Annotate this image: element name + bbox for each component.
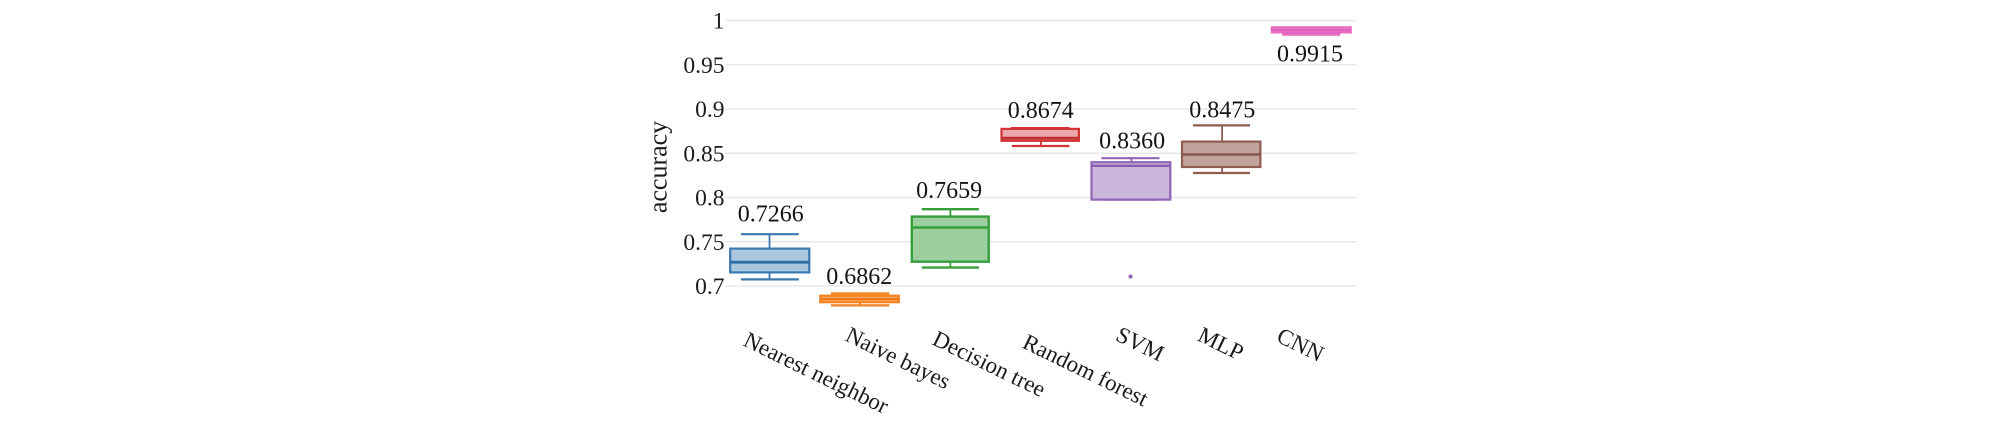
svg-text:0.95: 0.95 — [683, 53, 724, 79]
svg-text:0.9915: 0.9915 — [1277, 42, 1343, 68]
svg-text:0.7266: 0.7266 — [738, 202, 804, 228]
svg-text:accuracy: accuracy — [644, 121, 673, 213]
svg-text:0.8475: 0.8475 — [1189, 98, 1255, 124]
svg-text:0.8360: 0.8360 — [1099, 128, 1165, 154]
svg-text:0.6862: 0.6862 — [826, 264, 892, 290]
svg-text:1: 1 — [713, 9, 725, 35]
svg-text:0.8674: 0.8674 — [1008, 98, 1074, 124]
svg-text:0.75: 0.75 — [683, 230, 724, 256]
svg-text:0.9: 0.9 — [695, 97, 724, 123]
svg-text:0.7659: 0.7659 — [916, 178, 982, 204]
svg-text:0.8: 0.8 — [695, 186, 724, 212]
svg-text:0.7: 0.7 — [695, 274, 725, 300]
svg-text:0.85: 0.85 — [683, 141, 724, 167]
